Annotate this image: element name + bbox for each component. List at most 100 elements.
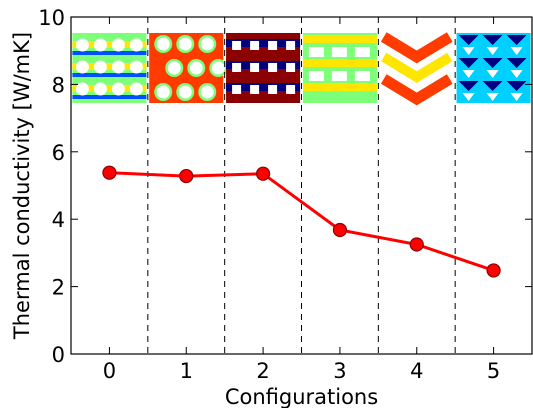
inset-hole [200,37,214,51]
inset-hole [93,82,107,96]
inset-band [72,63,147,70]
x-tick-labels: 0 1 2 3 4 5 [103,359,501,383]
inset-hole [93,38,107,52]
inset-hole [250,85,260,94]
inset-hole [156,85,170,99]
inset-shade [458,35,479,45]
inset-hole [510,70,523,78]
inset-band [226,39,301,47]
inset-hole [268,63,278,72]
inset-config-3 [302,33,377,103]
inset-shade [506,35,527,45]
y-tick-label: 4 [52,208,65,232]
y-tick-label: 0 [52,343,65,367]
inset-band [72,85,147,92]
inset-band [72,73,147,77]
y-tick-labels: 0 2 4 6 8 10 [38,6,65,367]
inset-hole [354,71,370,81]
inset-hole [510,93,523,101]
inset-hole [286,41,296,50]
inset-config-2 [226,33,301,103]
configuration-separators [147,17,456,354]
inset-hole [510,47,523,55]
inset-hole [462,93,475,101]
inset-hole [200,85,214,99]
inset-hole [268,41,278,50]
data-point [332,222,348,238]
inset-band [72,95,147,99]
inset-hole [111,60,125,74]
inset-strut [380,74,453,106]
inset-strut [380,32,453,64]
inset-hole [211,61,225,75]
inset-hole [232,85,242,94]
inset-hole [308,71,324,81]
y-axis-title: Thermal conductivity [W/mK] [10,32,34,340]
inset-shade [482,58,503,68]
inset-hole [111,38,125,52]
inset-band [72,41,147,48]
inset-shade [482,81,503,91]
inset-shade [458,58,479,68]
inset-band [72,51,147,55]
inset-hole [111,82,125,96]
inset-hole [486,47,499,55]
x-tick-label: 2 [256,359,269,383]
inset-band [302,83,377,91]
inset-hole [286,63,296,72]
inset-hole [250,41,260,50]
inset-config-0 [72,33,147,103]
inset-hole [462,47,475,55]
inset-hole [75,82,89,96]
data-point [102,165,117,180]
inset-hole [250,63,260,72]
inset-shade [458,81,479,91]
data-point [255,166,271,181]
inset-band [302,59,377,67]
x-tick-label: 3 [333,359,346,383]
inset-band [226,61,301,69]
inset-hole [331,71,347,81]
x-tick-label: 0 [103,359,116,383]
inset-hole [167,61,181,75]
inset-hole [75,60,89,74]
inset-config-1 [149,33,228,103]
y-tick-label: 6 [52,141,65,165]
inset-strut [381,52,453,83]
inset-hole [156,37,170,51]
inset-hole [129,82,143,96]
inset-band [302,35,377,43]
inset-background [302,33,377,103]
inset-hole [178,37,192,51]
inset-hole [189,61,203,75]
x-tick-label: 5 [487,359,500,383]
inset-hole [486,70,499,78]
inset-hole [129,38,143,52]
inset-fill [456,33,531,103]
inset-config-4 [379,32,454,106]
plot-frame [70,16,533,355]
series-lines [109,171,495,272]
inset-config-5 [456,33,531,103]
x-tick-label: 4 [410,359,423,383]
inset-shade [506,58,527,68]
configuration-insets [72,32,531,106]
inset-hole [486,93,499,101]
axis-ticks [71,16,532,355]
data-point [486,263,501,278]
inset-hole [232,41,242,50]
inset-hole [129,60,143,74]
y-tick-label: 10 [38,6,65,30]
series-line [109,171,495,272]
y-tick-label: 8 [52,73,65,97]
inset-hole [93,60,107,74]
inset-hole [308,47,324,57]
inset-hole [178,85,192,99]
inset-hole [354,47,370,57]
inset-hole [462,70,475,78]
data-point [179,168,194,184]
x-axis-title: Configurations [225,385,378,408]
data-markers [102,165,501,278]
inset-hole [232,63,242,72]
